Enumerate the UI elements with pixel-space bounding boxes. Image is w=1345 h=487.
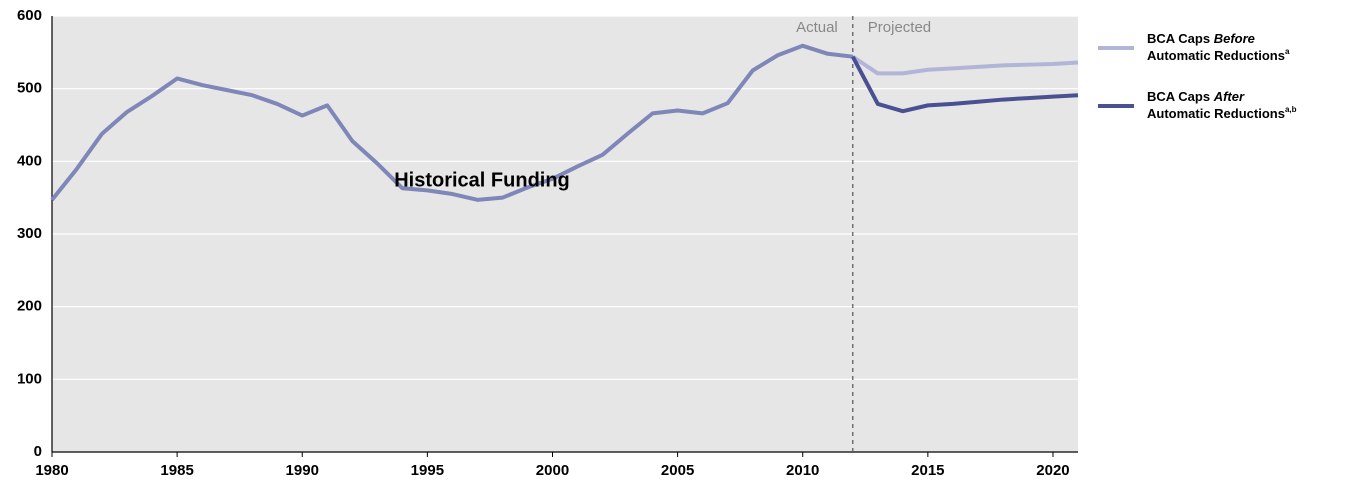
y-tick-label: 400 (17, 152, 42, 169)
x-tick-label: 2015 (911, 462, 944, 479)
annotation: Actual (796, 19, 838, 36)
legend-label: BCA Caps After Automatic Reductionsa,b (1147, 89, 1297, 121)
x-tick-label: 1980 (35, 462, 68, 479)
y-tick-label: 300 (17, 225, 42, 242)
x-tick-label: 2005 (661, 462, 694, 479)
y-tick-label: 0 (34, 443, 42, 460)
y-tick-label: 200 (17, 298, 42, 315)
x-tick-label: 1985 (160, 462, 193, 479)
legend-part: Before (1214, 31, 1255, 46)
x-tick-label: 2000 (536, 462, 569, 479)
line (851, 55, 1079, 76)
legend-part: After (1213, 89, 1245, 104)
x-tick-label: 1990 (286, 462, 319, 479)
legend-part: Automatic Reductions (1147, 106, 1285, 121)
line (50, 43, 854, 202)
legend-part: BCA Caps (1147, 31, 1214, 46)
y-tick-label: 100 (17, 370, 42, 387)
line (851, 55, 1079, 114)
y-tick-label: 600 (17, 7, 42, 24)
x-tick-label: 2010 (786, 462, 819, 479)
series-label: Historical Funding (394, 169, 570, 191)
legend-note: a (1285, 47, 1290, 56)
y-tick-label: 500 (17, 80, 42, 97)
x-tick-label: 2020 (1036, 462, 1069, 479)
legend-label: BCA Caps Before Automatic Reductionsa (1147, 31, 1290, 63)
annotation: Projected (868, 19, 931, 36)
legend-part: BCA Caps (1147, 89, 1214, 104)
legend-note: a,b (1285, 105, 1297, 114)
legend-part: Automatic Reductions (1147, 48, 1285, 63)
x-tick-label: 1995 (411, 462, 444, 479)
